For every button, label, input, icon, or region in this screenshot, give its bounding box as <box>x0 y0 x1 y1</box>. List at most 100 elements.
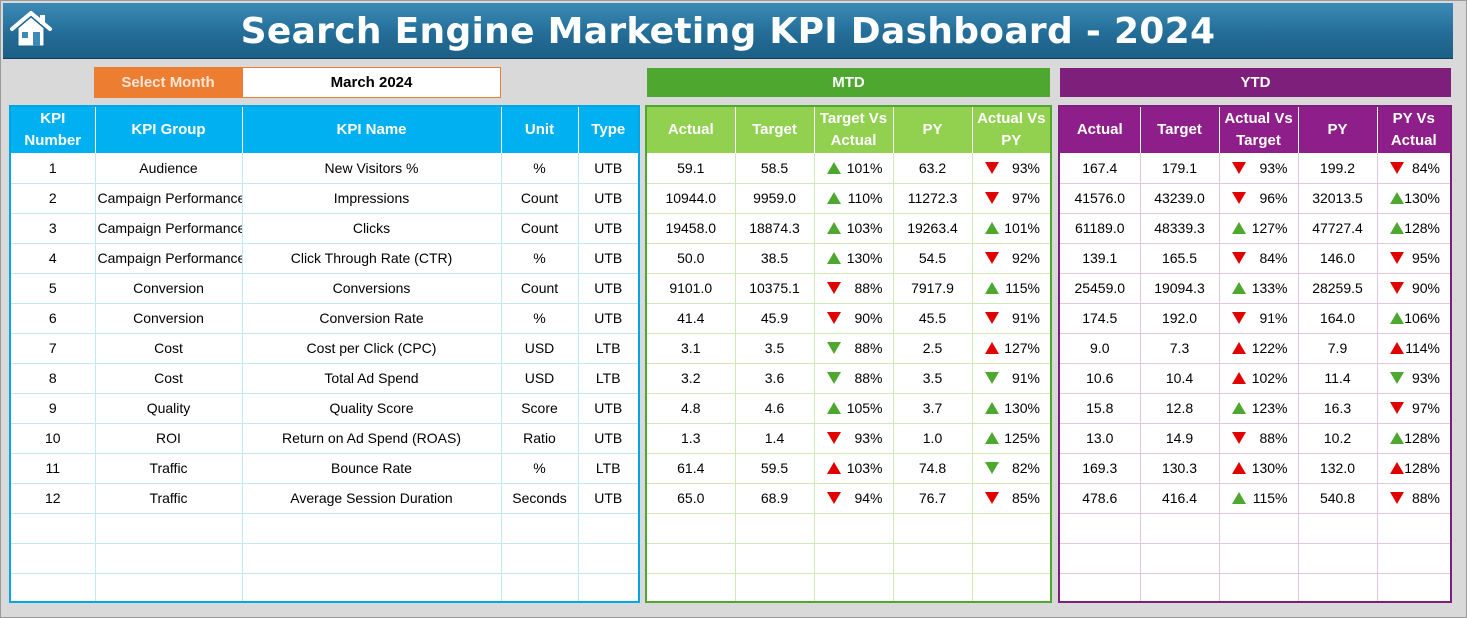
triangle-up-icon <box>826 252 841 264</box>
indicator-value: 122% <box>1251 340 1288 356</box>
ytd-actual-cell: 25459.0 <box>1060 273 1141 304</box>
kpi-number-cell: 6 <box>11 303 96 334</box>
kpi-number-cell: 4 <box>11 243 96 274</box>
empty-cell <box>972 513 1050 544</box>
triangle-up-icon <box>984 222 999 234</box>
empty-cell <box>11 573 96 601</box>
home-icon[interactable] <box>9 9 53 49</box>
ytd-actual-vs-target-cell: 93% <box>1219 153 1299 184</box>
table-row: 11 Traffic Bounce Rate% LTB <box>11 453 638 484</box>
empty-cell <box>893 513 973 544</box>
kpi-number-cell: 9 <box>11 393 96 424</box>
mtd-section-title: MTD <box>647 68 1050 97</box>
triangle-down-icon <box>984 372 999 384</box>
table-row: 15.8 12.8 123% 16.3 97% <box>1060 393 1450 424</box>
triangle-up-icon <box>1231 372 1246 384</box>
kpi-group-cell: Quality <box>95 393 243 424</box>
ytd-actual-vs-target-cell: 133% <box>1219 273 1299 304</box>
mtd-actual-cell: 41.4 <box>647 303 736 334</box>
triangle-down-icon <box>826 372 841 384</box>
indicator-value: 128% <box>1404 430 1440 446</box>
kpi-group-cell: Campaign Performance <box>95 243 243 274</box>
ytd-header-target: Target <box>1140 107 1220 153</box>
mtd-actual-vs-py-cell: 127% <box>972 333 1050 364</box>
table-row: 167.4 179.1 93% 199.2 84% <box>1060 153 1450 184</box>
ytd-py-vs-actual-cell: 93% <box>1377 363 1450 394</box>
mtd-py-cell: 19263.4 <box>893 213 973 244</box>
mtd-header-actual: Actual <box>647 107 736 153</box>
table-row: 3.2 3.6 88% 3.5 91% <box>647 363 1050 394</box>
triangle-up-icon <box>826 402 841 414</box>
mtd-actual-vs-py-cell: 97% <box>972 183 1050 214</box>
table-row: 41576.0 43239.0 96% 32013.5 130% <box>1060 183 1450 214</box>
kpi-name-cell: Quality Score <box>242 393 502 424</box>
triangle-down-icon <box>826 492 841 504</box>
kpi-number-cell: 11 <box>11 453 96 484</box>
indicator-value: 127% <box>1004 340 1040 356</box>
indicator-value: 115% <box>1005 280 1040 296</box>
indicator-value: 91% <box>1011 310 1040 326</box>
ytd-py-cell: 132.0 <box>1298 453 1378 484</box>
ytd-actual-cell: 13.0 <box>1060 423 1141 454</box>
empty-cell <box>95 513 243 544</box>
triangle-down-icon <box>1231 252 1246 264</box>
ytd-actual-vs-target-cell: 96% <box>1219 183 1299 214</box>
ytd-target-cell: 165.5 <box>1140 243 1220 274</box>
empty-cell <box>578 543 638 574</box>
triangle-up-icon <box>826 222 841 234</box>
month-dropdown[interactable]: March 2024 <box>242 67 501 98</box>
ytd-section-title: YTD <box>1060 68 1451 97</box>
unit-cell: Count <box>501 183 579 214</box>
ytd-py-cell: 10.2 <box>1298 423 1378 454</box>
triangle-up-icon <box>1389 192 1404 204</box>
table-row: 25459.0 19094.3 133% 28259.5 90% <box>1060 273 1450 304</box>
table-row: 1 Audience New Visitors %% UTB <box>11 153 638 184</box>
empty-cell <box>501 573 579 601</box>
triangle-up-icon <box>1389 342 1404 354</box>
ytd-py-cell: 32013.5 <box>1298 183 1378 214</box>
ytd-actual-cell: 169.3 <box>1060 453 1141 484</box>
indicator-value: 97% <box>1011 190 1040 206</box>
empty-row <box>11 573 638 601</box>
type-cell: UTB <box>578 183 638 214</box>
mtd-table: Actual Target Target Vs Actual PY Actual Vs … <box>645 105 1052 603</box>
mtd-py-cell: 1.0 <box>893 423 973 454</box>
triangle-down-icon <box>984 252 999 264</box>
mtd-py-cell: 2.5 <box>893 333 973 364</box>
empty-cell <box>1377 513 1450 544</box>
ytd-actual-vs-target-cell: 115% <box>1219 483 1299 514</box>
mtd-actual-cell: 10944.0 <box>647 183 736 214</box>
mtd-target-vs-actual-cell: 88% <box>814 363 894 394</box>
indicator-value: 114% <box>1405 340 1440 356</box>
empty-cell <box>893 543 973 574</box>
indicator-value: 105% <box>846 400 883 416</box>
ytd-actual-cell: 167.4 <box>1060 153 1141 184</box>
empty-cell <box>578 573 638 601</box>
mtd-target-cell: 9959.0 <box>735 183 815 214</box>
empty-row <box>1060 513 1450 544</box>
mtd-py-cell: 3.7 <box>893 393 973 424</box>
ytd-header-py: PY <box>1298 107 1378 153</box>
kpi-number-cell: 2 <box>11 183 96 214</box>
empty-cell <box>1298 573 1378 601</box>
indicator-value: 90% <box>854 310 883 326</box>
triangle-up-icon <box>1389 222 1404 234</box>
triangle-up-icon <box>826 161 841 174</box>
indicator-value: 103% <box>846 220 883 236</box>
triangle-down-icon <box>1231 161 1246 174</box>
indicator-value: 88% <box>854 280 883 296</box>
triangle-down-icon <box>826 432 841 444</box>
mtd-target-cell: 59.5 <box>735 453 815 484</box>
header-unit: Unit <box>501 107 579 153</box>
unit-cell: Ratio <box>501 423 579 454</box>
unit-cell: % <box>501 303 579 334</box>
kpi-name-cell: Conversions <box>242 273 502 304</box>
mtd-target-vs-actual-cell: 88% <box>814 333 894 364</box>
triangle-up-icon <box>1389 312 1404 324</box>
ytd-actual-cell: 15.8 <box>1060 393 1141 424</box>
kpi-group-cell: Conversion <box>95 273 243 304</box>
kpi-number-cell: 12 <box>11 483 96 514</box>
ytd-py-cell: 16.3 <box>1298 393 1378 424</box>
triangle-down-icon <box>984 462 999 474</box>
empty-row <box>11 513 638 544</box>
